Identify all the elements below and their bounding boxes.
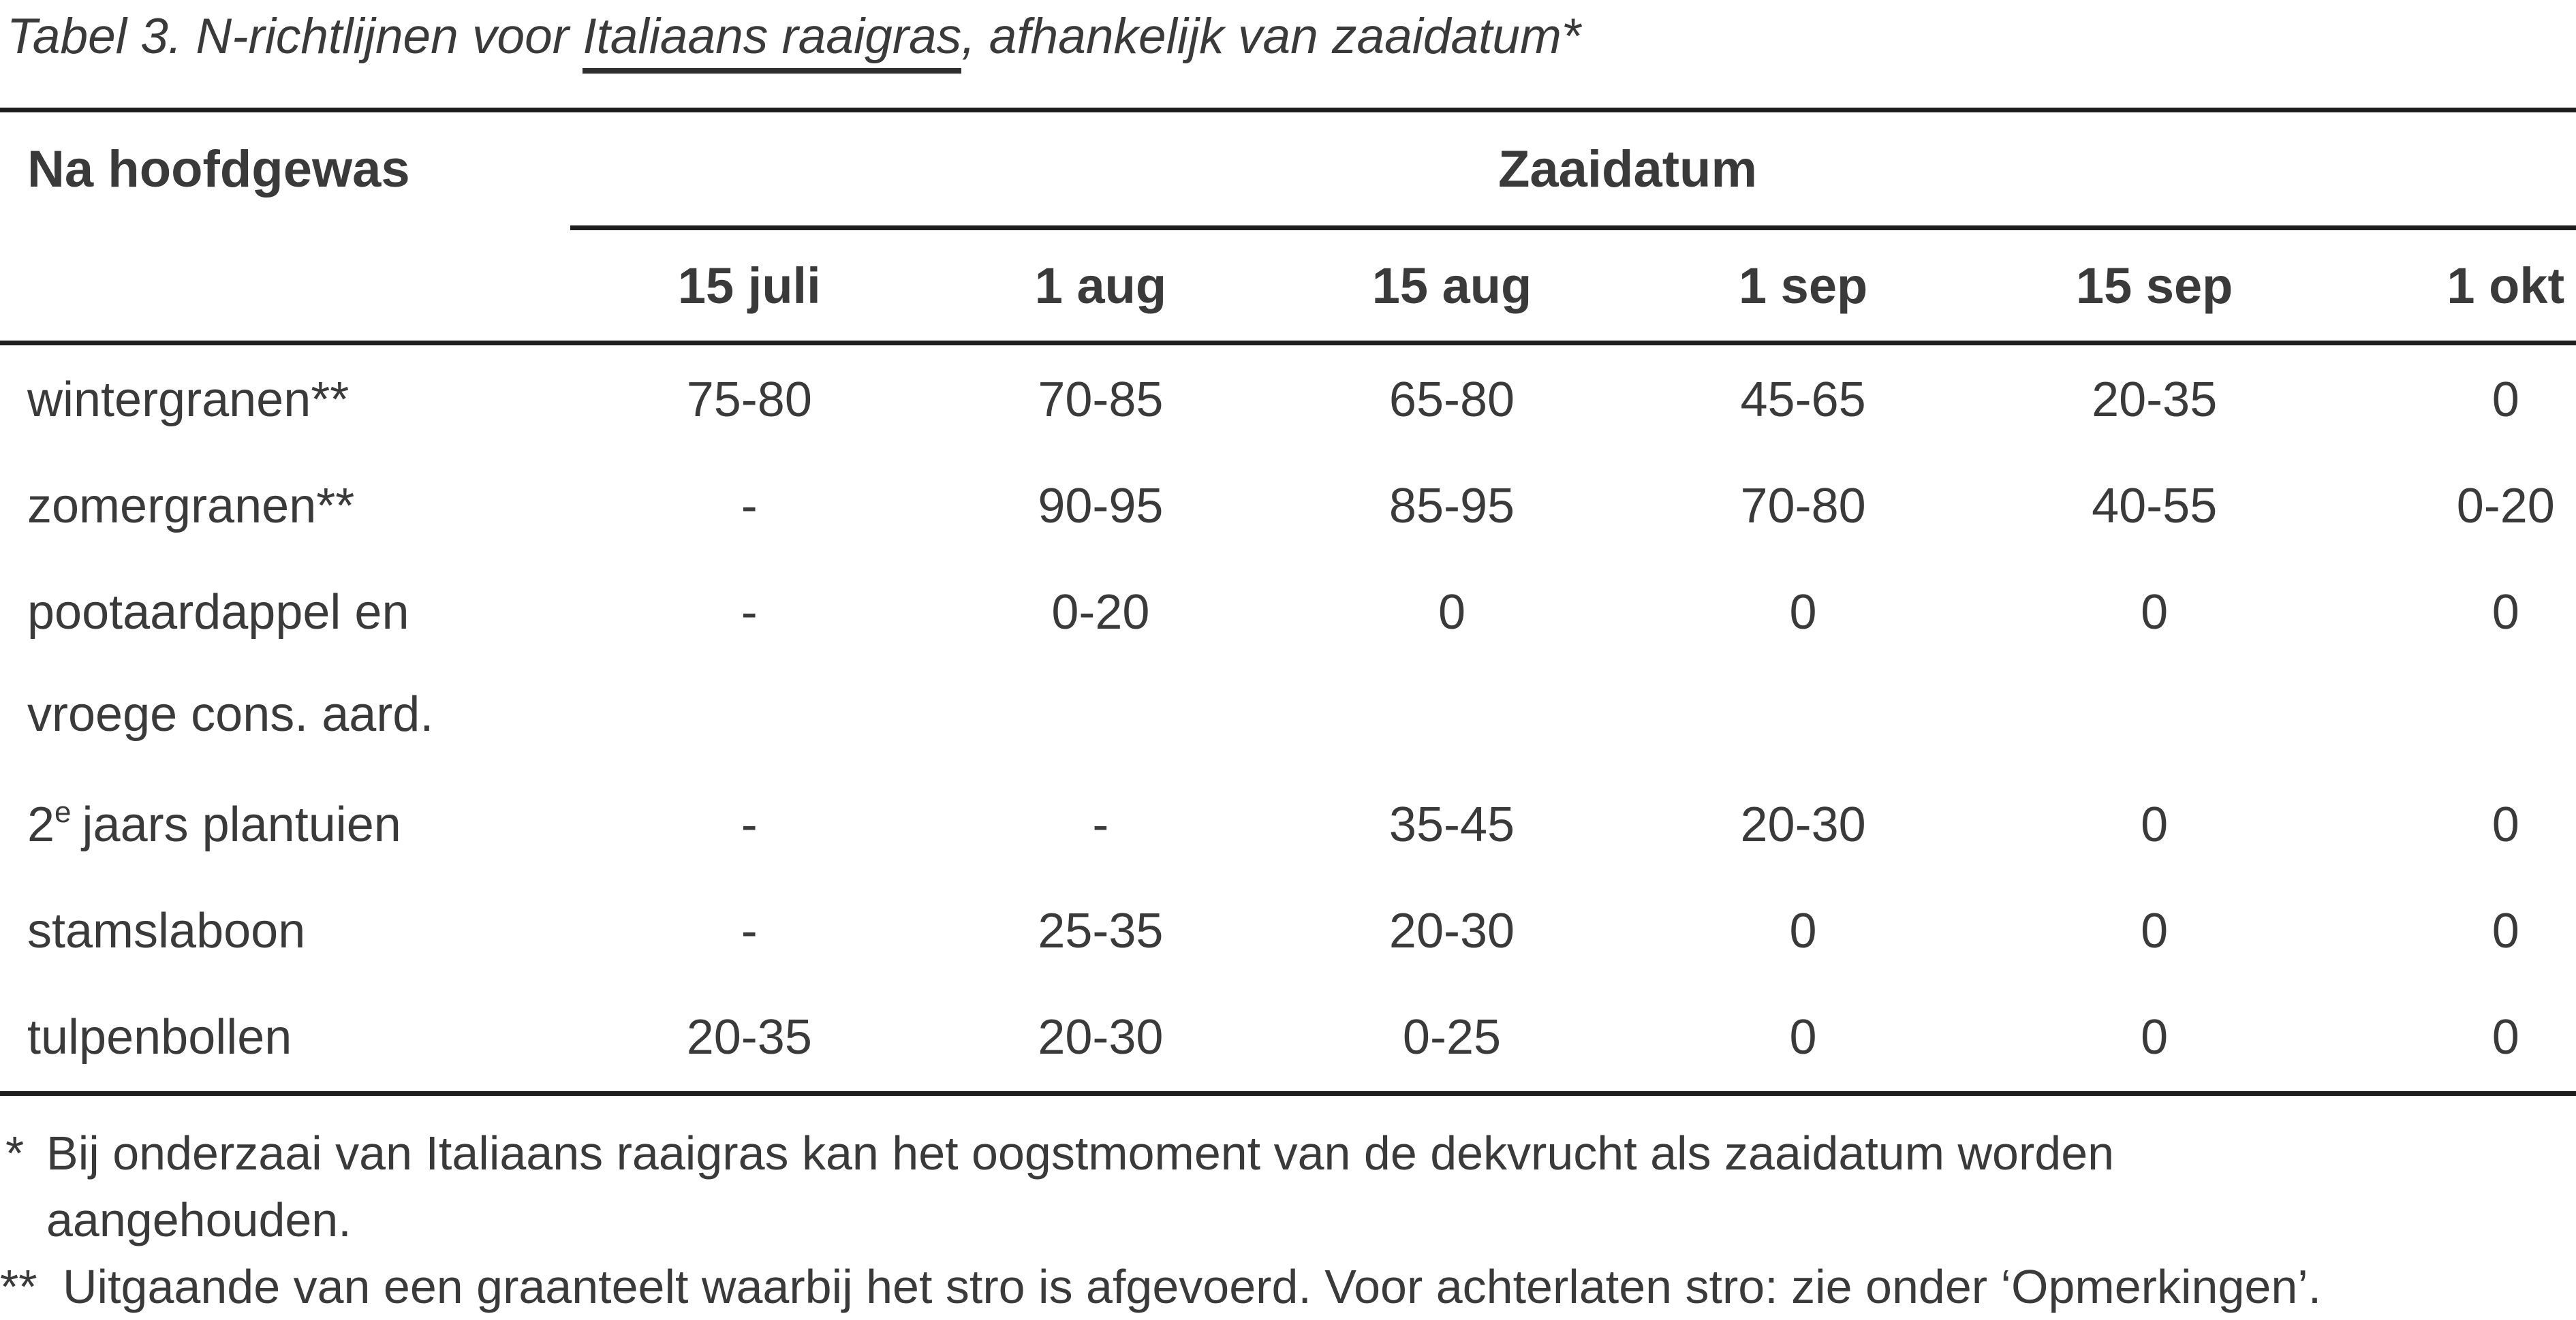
table-cell: 0 — [2492, 904, 2519, 958]
table-cell: 40-55 — [2092, 479, 2218, 533]
column-group-header: Zaaidatum — [1498, 140, 1758, 198]
column-header: 1 aug — [1034, 257, 1167, 314]
table-cell: - — [741, 798, 758, 852]
table-row: wintergranen** 75-80 70-85 65-80 45-65 2… — [0, 347, 2576, 453]
table-cell: 0 — [2492, 1010, 2519, 1065]
footnote: * Bij onderzaai van Italiaans raaigras k… — [0, 1120, 2576, 1253]
row-label: pootaardappel en vroege cons. aard. — [0, 559, 574, 766]
table-cell: 35-45 — [1388, 798, 1515, 852]
footnote: ** Uitgaande van een graanteelt waarbij … — [0, 1253, 2576, 1320]
row-label: tulpenbollen — [27, 1010, 292, 1065]
row-label-superscript: e — [55, 796, 72, 829]
table-cell: 0-25 — [1402, 1010, 1502, 1065]
table-cell: 0 — [2492, 585, 2519, 640]
caption-suffix: , afhankelijk van zaaidatum* — [961, 9, 1581, 64]
table-cell: 0 — [2492, 373, 2519, 427]
footnote-line: Bij onderzaai van Italiaans raaigras kan… — [46, 1127, 2115, 1180]
table-cell: - — [741, 585, 758, 640]
table-cell: 0 — [1789, 904, 1817, 958]
table-cell: 90-95 — [1038, 479, 1164, 533]
table-cell: 20-30 — [1388, 904, 1515, 958]
divider-subheader — [0, 341, 2576, 345]
column-header: 15 aug — [1371, 257, 1532, 314]
table-cell: 0 — [1789, 1010, 1817, 1065]
table-cell: 0 — [2141, 904, 2169, 958]
divider-top — [0, 108, 2576, 112]
column-header: 15 sep — [2075, 257, 2233, 314]
caption-underlined-term: Italiaans raaigras — [583, 9, 962, 74]
footnote-marker: * — [5, 1127, 25, 1180]
divider-bottom — [0, 1091, 2576, 1096]
table-cell: 0 — [2141, 585, 2169, 640]
footnote-line: aangehouden. — [46, 1193, 352, 1246]
footnote-marker: ** — [0, 1260, 37, 1313]
table-cell: 20-35 — [686, 1010, 812, 1065]
table-row: 2e jaars plantuien - - 35-45 20-30 0 0 — [0, 772, 2576, 878]
divider-group-underline — [570, 225, 2576, 230]
table-cell: 0 — [1789, 585, 1817, 640]
table-cell: 0 — [1438, 585, 1465, 640]
row-label: zomergranen** — [27, 479, 355, 533]
table-cell: 20-35 — [2092, 373, 2218, 427]
row-label-rest: jaars plantuien — [82, 798, 401, 852]
table-cell: 20-30 — [1038, 1010, 1164, 1065]
table-cell: 20-30 — [1740, 798, 1866, 852]
table-cell: 85-95 — [1388, 479, 1515, 533]
row-label: wintergranen** — [27, 373, 350, 427]
table-caption: Tabel 3. N-richtlijnen voor Italiaans ra… — [7, 8, 1581, 74]
table-body: wintergranen** 75-80 70-85 65-80 45-65 2… — [0, 347, 2576, 1090]
table-cell: 65-80 — [1388, 373, 1515, 427]
table-row: zomergranen** - 90-95 85-95 70-80 40-55 … — [0, 453, 2576, 559]
table-cell: - — [741, 479, 758, 533]
column-header-row: 15 juli 1 aug 15 aug 1 sep 15 sep 1 okt — [0, 230, 2576, 341]
table-cell: 0 — [2141, 1010, 2169, 1065]
table-cell: 75-80 — [686, 373, 812, 427]
table-row: pootaardappel en vroege cons. aard. - 0-… — [0, 559, 2576, 772]
row-label: 2e jaars plantuien — [0, 796, 574, 853]
caption-prefix: Tabel 3. N-richtlijnen voor — [7, 9, 583, 64]
table-cell: 25-35 — [1038, 904, 1164, 958]
table-cell: - — [1092, 798, 1109, 852]
row-label-line: pootaardappel en — [27, 585, 409, 640]
row-label-line: vroege cons. aard. — [27, 687, 434, 742]
table-cell: 70-80 — [1740, 479, 1866, 533]
column-header: 15 juli — [677, 257, 821, 314]
footnotes: * Bij onderzaai van Italiaans raaigras k… — [0, 1110, 2576, 1320]
row-label: stamslaboon — [27, 904, 306, 958]
column-header: 1 okt — [2447, 257, 2565, 314]
table-cell: 70-85 — [1038, 373, 1164, 427]
table-row: stamslaboon - 25-35 20-30 0 0 0 — [0, 878, 2576, 984]
table-cell: 0-20 — [1051, 585, 1150, 640]
table-cell: 0-20 — [2456, 479, 2555, 533]
row-group-header: Na hoofdgewas — [27, 140, 410, 198]
table-cell: 0 — [2492, 798, 2519, 852]
footnote-line: Uitgaande van een graanteelt waarbij het… — [63, 1260, 2322, 1313]
table-row: tulpenbollen 20-35 20-30 0-25 0 0 0 — [0, 984, 2576, 1090]
table-cell: - — [741, 904, 758, 958]
table-cell: 45-65 — [1740, 373, 1866, 427]
table-cell: 0 — [2141, 798, 2169, 852]
column-header: 1 sep — [1738, 257, 1868, 314]
row-label-base: 2 — [27, 798, 55, 852]
